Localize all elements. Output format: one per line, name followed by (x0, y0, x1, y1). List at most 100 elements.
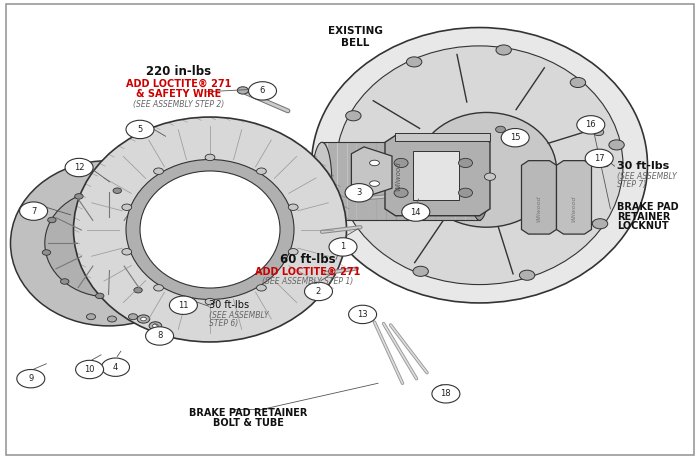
Text: Wilwood: Wilwood (395, 161, 402, 190)
Ellipse shape (161, 264, 169, 269)
Polygon shape (556, 161, 592, 234)
Text: STEP 6): STEP 6) (209, 319, 238, 328)
Text: 9: 9 (28, 374, 34, 383)
Text: 6: 6 (260, 86, 265, 95)
Ellipse shape (484, 173, 496, 180)
Ellipse shape (336, 46, 623, 285)
Ellipse shape (407, 57, 422, 67)
Circle shape (126, 120, 154, 139)
Polygon shape (522, 161, 556, 234)
Circle shape (329, 238, 357, 256)
Text: 60 ft-lbs: 60 ft-lbs (280, 253, 336, 266)
Ellipse shape (10, 161, 206, 326)
Ellipse shape (288, 249, 298, 255)
Text: STEP 7): STEP 7) (617, 179, 647, 189)
Ellipse shape (370, 181, 379, 186)
Text: 15: 15 (510, 133, 521, 142)
Ellipse shape (416, 112, 556, 227)
Bar (413, 151, 459, 200)
Text: 8: 8 (157, 331, 162, 341)
Ellipse shape (205, 154, 215, 161)
Ellipse shape (288, 204, 298, 210)
Circle shape (402, 203, 430, 221)
Ellipse shape (594, 129, 603, 136)
Ellipse shape (42, 250, 50, 255)
Ellipse shape (435, 386, 447, 394)
Text: 1: 1 (340, 242, 346, 252)
Ellipse shape (394, 158, 408, 168)
Ellipse shape (122, 249, 132, 255)
Ellipse shape (346, 111, 361, 121)
Ellipse shape (140, 171, 280, 288)
Ellipse shape (154, 285, 164, 291)
Ellipse shape (48, 217, 56, 223)
Ellipse shape (470, 142, 489, 220)
Text: Wilwood: Wilwood (571, 196, 577, 222)
Circle shape (65, 158, 93, 177)
Circle shape (432, 385, 460, 403)
Ellipse shape (60, 279, 69, 284)
Ellipse shape (256, 168, 266, 174)
Text: RETAINER: RETAINER (617, 212, 671, 222)
Ellipse shape (129, 314, 137, 319)
Ellipse shape (134, 287, 142, 293)
Ellipse shape (154, 168, 164, 174)
Text: (SEE ASSEMBLY STEP 2): (SEE ASSEMBLY STEP 2) (133, 100, 224, 109)
Text: Wilwood: Wilwood (536, 196, 542, 222)
Ellipse shape (153, 324, 158, 328)
Text: ADD LOCTITE® 271: ADD LOCTITE® 271 (256, 266, 360, 276)
Text: ADD LOCTITE® 271: ADD LOCTITE® 271 (126, 78, 231, 89)
Ellipse shape (312, 142, 332, 220)
Text: 30 ft-lbs: 30 ft-lbs (209, 300, 248, 310)
Ellipse shape (237, 87, 248, 94)
Bar (395, 133, 490, 141)
Text: 17: 17 (594, 154, 605, 163)
Circle shape (169, 296, 197, 314)
Text: 7: 7 (31, 207, 36, 216)
Circle shape (20, 202, 48, 220)
Text: 14: 14 (410, 207, 421, 217)
Ellipse shape (122, 204, 132, 210)
Text: BOLT & TUBE: BOLT & TUBE (213, 418, 284, 428)
Ellipse shape (519, 270, 535, 280)
Ellipse shape (394, 188, 408, 197)
Ellipse shape (167, 231, 175, 237)
Ellipse shape (370, 160, 379, 166)
Text: 18: 18 (440, 389, 452, 398)
Text: 16: 16 (585, 120, 596, 129)
Text: (SEE ASSEMBLY: (SEE ASSEMBLY (617, 172, 677, 181)
Text: 12: 12 (74, 163, 85, 172)
Ellipse shape (609, 140, 624, 150)
Text: 30 ft-lbs: 30 ft-lbs (617, 161, 670, 171)
Circle shape (345, 184, 373, 202)
Ellipse shape (45, 190, 172, 297)
Ellipse shape (75, 194, 83, 199)
Polygon shape (385, 135, 490, 216)
Text: BRAKE PAD: BRAKE PAD (617, 202, 679, 213)
Text: (SEE ASSEMBLY: (SEE ASSEMBLY (209, 311, 268, 320)
Text: LOCKNUT: LOCKNUT (617, 221, 669, 231)
Ellipse shape (458, 158, 472, 168)
Circle shape (585, 149, 613, 168)
Circle shape (17, 369, 45, 388)
Circle shape (102, 358, 130, 376)
Ellipse shape (413, 266, 428, 276)
Ellipse shape (108, 316, 117, 322)
Ellipse shape (95, 293, 104, 299)
Ellipse shape (312, 28, 648, 303)
Ellipse shape (205, 298, 215, 305)
Text: (SEE ASSEMBLY STEP 1): (SEE ASSEMBLY STEP 1) (262, 277, 354, 286)
Ellipse shape (458, 188, 472, 197)
Ellipse shape (126, 160, 294, 299)
Ellipse shape (148, 202, 157, 208)
Text: 13: 13 (357, 310, 368, 319)
Ellipse shape (341, 200, 356, 210)
Ellipse shape (74, 117, 346, 342)
Ellipse shape (496, 45, 512, 55)
Text: 10: 10 (85, 365, 95, 374)
Ellipse shape (79, 218, 138, 268)
Bar (322, 142, 480, 220)
Circle shape (304, 282, 332, 301)
Ellipse shape (113, 188, 122, 193)
Circle shape (577, 116, 605, 134)
